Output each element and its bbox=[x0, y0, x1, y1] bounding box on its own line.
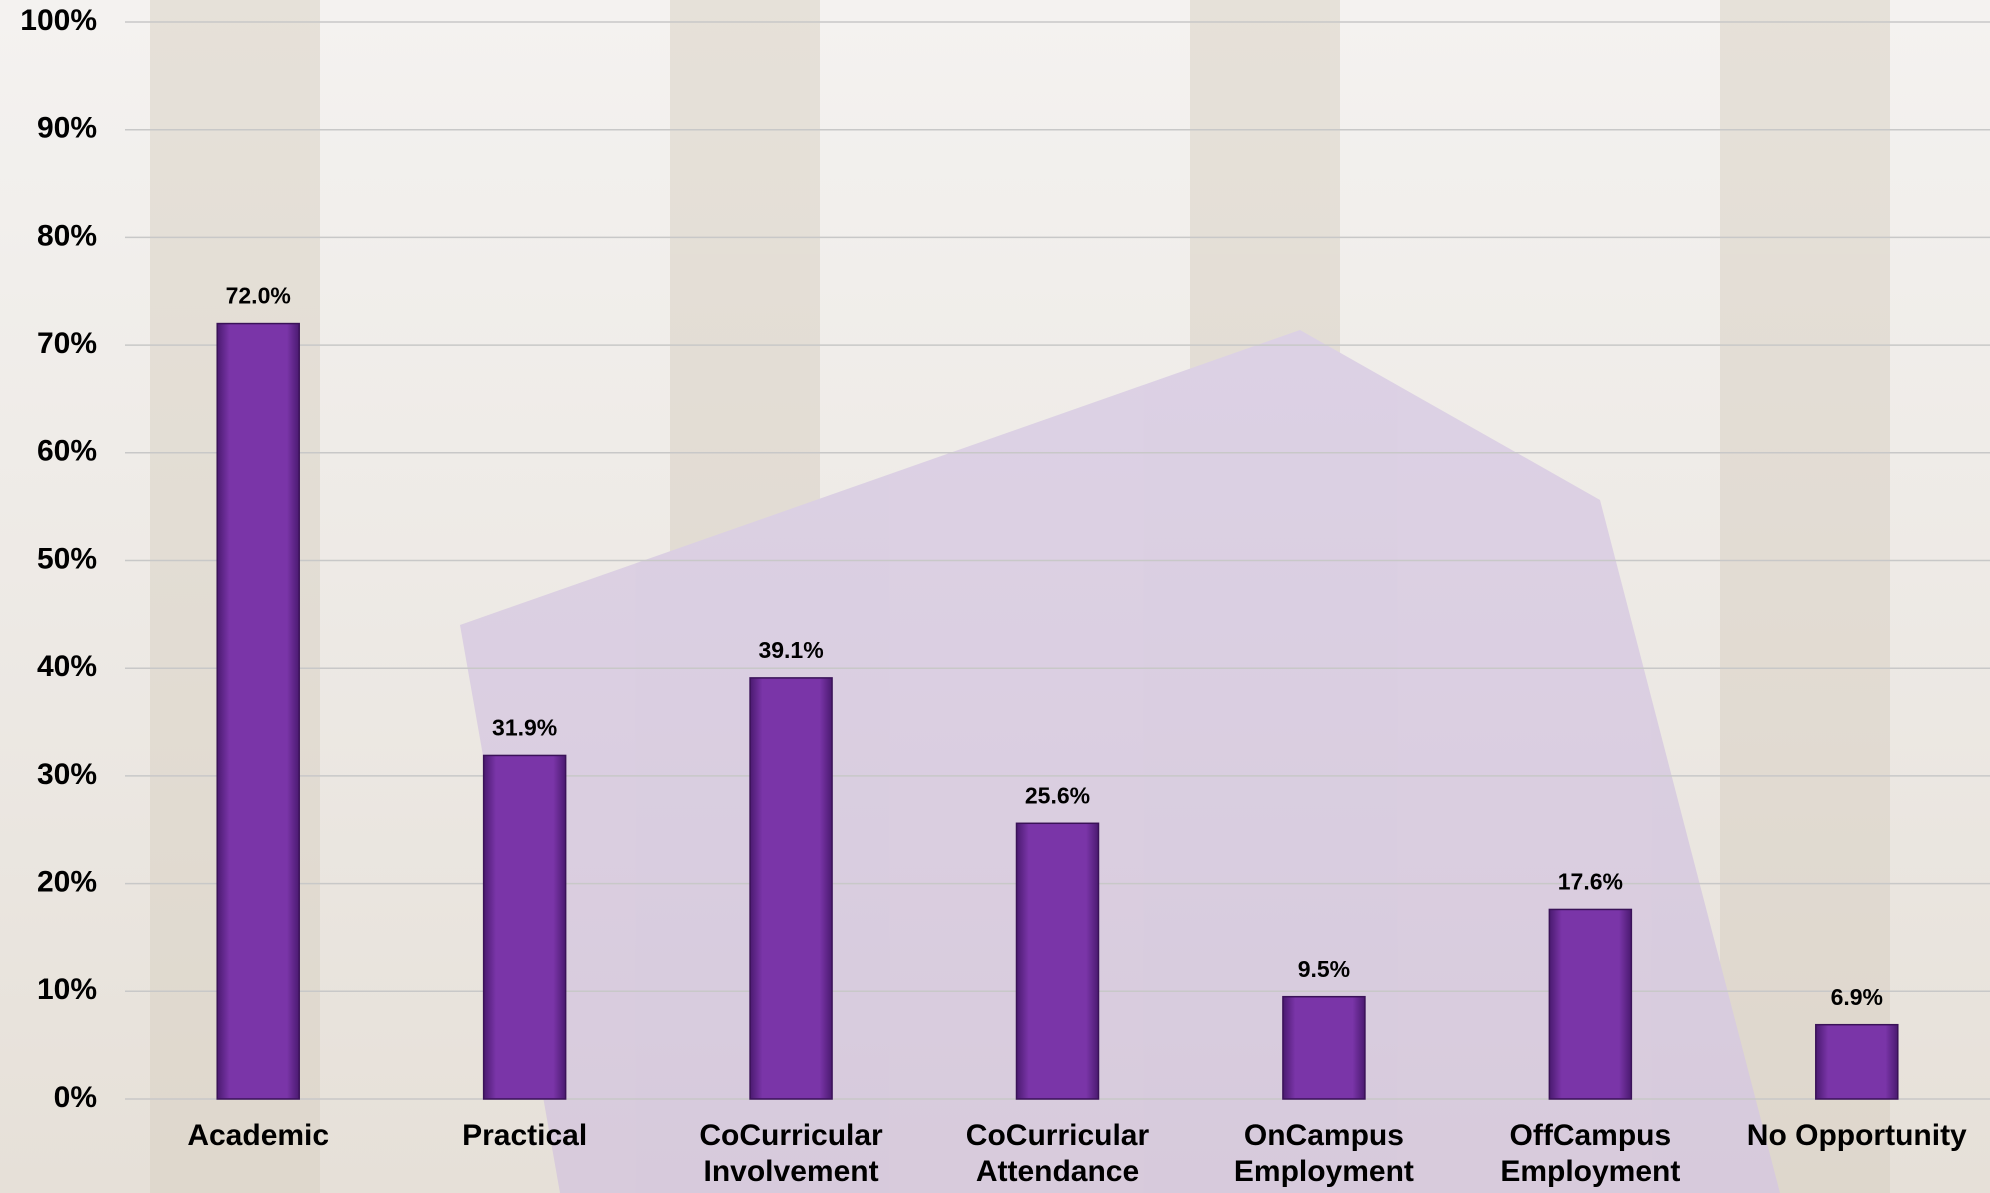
y-tick-label: 20% bbox=[37, 866, 97, 899]
bar bbox=[1549, 909, 1631, 1099]
y-tick-label: 70% bbox=[37, 327, 97, 360]
x-tick-label: CoCurricular Attendance bbox=[924, 1118, 1190, 1190]
y-tick-label: 50% bbox=[37, 542, 97, 575]
x-tick-label: OnCampus Employment bbox=[1191, 1118, 1457, 1190]
y-tick-label: 100% bbox=[20, 4, 97, 37]
x-tick-label: No Opportunity bbox=[1724, 1118, 1990, 1154]
value-label: 31.9% bbox=[492, 715, 557, 741]
x-tick-label: Academic bbox=[125, 1118, 391, 1154]
value-label: 72.0% bbox=[226, 283, 291, 309]
bar bbox=[217, 324, 299, 1099]
bar bbox=[484, 755, 566, 1099]
y-tick-label: 60% bbox=[37, 435, 97, 468]
value-label: 9.5% bbox=[1298, 956, 1350, 982]
x-tick-label: OffCampus Employment bbox=[1457, 1118, 1723, 1190]
value-label: 6.9% bbox=[1831, 984, 1883, 1010]
y-tick-label: 10% bbox=[37, 973, 97, 1006]
x-tick-label: CoCurricular Involvement bbox=[658, 1118, 924, 1190]
bar bbox=[750, 678, 832, 1099]
chart: 0% 10% 20% 30% 40% 50% 60% 70% 80% 90% 100% 72.0% 31… bbox=[0, 0, 1990, 1193]
y-tick-label: 40% bbox=[37, 650, 97, 683]
value-label: 25.6% bbox=[1025, 782, 1090, 808]
value-label: 17.6% bbox=[1558, 869, 1623, 895]
bar bbox=[1283, 997, 1365, 1099]
y-tick-label: 30% bbox=[37, 758, 97, 791]
bar bbox=[1816, 1025, 1898, 1099]
chart-page: 0% 10% 20% 30% 40% 50% 60% 70% 80% 90% 100% 72.0% 31… bbox=[0, 0, 1990, 1193]
y-tick-label: 90% bbox=[37, 112, 97, 145]
value-label: 39.1% bbox=[758, 637, 823, 663]
bar bbox=[1017, 823, 1099, 1099]
y-tick-label: 80% bbox=[37, 219, 97, 252]
x-tick-label: Practical bbox=[391, 1118, 657, 1154]
y-tick-label: 0% bbox=[54, 1081, 97, 1114]
